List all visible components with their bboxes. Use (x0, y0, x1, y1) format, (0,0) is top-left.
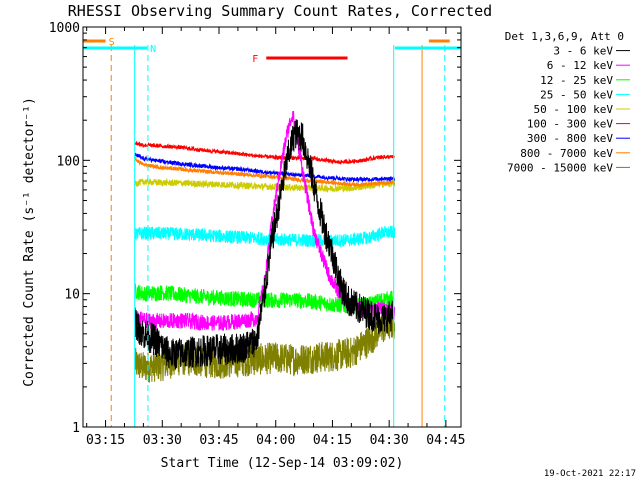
series-line (134, 309, 396, 383)
x-tick-label: 03:30 (143, 433, 182, 448)
marker-layer (110, 45, 446, 427)
y-axis-label: Corrected Count Rate (s⁻¹ detector⁻¹) (22, 97, 37, 387)
legend-label: 800 - 7000 keV (520, 147, 613, 160)
series-line (134, 119, 394, 370)
y-tick-label: 10 (64, 288, 80, 303)
plot-frame (82, 26, 462, 428)
legend-label: 100 - 300 keV (527, 118, 613, 131)
legend-header: Det 1,3,6,9, Att 0 (505, 30, 624, 43)
y-tick-label: 1 (72, 421, 80, 436)
chart-title: RHESSI Observing Summary Count Rates, Co… (68, 2, 492, 20)
x-tick-label: 03:45 (199, 433, 238, 448)
y-tick-label: 100 (57, 154, 80, 169)
flag-label-F: F (252, 54, 258, 65)
y-tick-label: 1000 (49, 21, 80, 36)
flag-layer: S N F (83, 37, 461, 65)
flag-label-N: N (150, 44, 156, 55)
series-layer (134, 110, 396, 383)
x-tick-label: 03:15 (86, 433, 125, 448)
legend-label: 6 - 12 keV (547, 59, 614, 72)
timestamp: 19-Oct-2021 22:17 (544, 469, 636, 479)
series-line (134, 156, 396, 188)
x-axis-label: Start Time (12-Sep-14 03:09:02) (161, 456, 404, 471)
x-tick-label: 04:30 (370, 433, 409, 448)
flag-label-S: S (109, 37, 115, 48)
axis-layer: 1 10 100 1000 03:15 03:30 03:45 04:00 04:15 04:30… (49, 21, 466, 448)
legend-label: 300 - 800 keV (527, 132, 613, 145)
x-tick-label: 04:45 (426, 433, 465, 448)
x-tick-label: 04:15 (313, 433, 352, 448)
series-line (134, 224, 396, 248)
legend-label: 7000 - 15000 keV (507, 161, 613, 174)
series-line (134, 140, 396, 165)
legend-label: 50 - 100 keV (534, 103, 614, 116)
legend-label: 25 - 50 keV (540, 88, 613, 101)
legend-label: 12 - 25 keV (540, 74, 613, 87)
series-line (134, 152, 396, 184)
x-tick-label: 04:00 (256, 433, 295, 448)
legend-label: 3 - 6 keV (553, 45, 613, 58)
